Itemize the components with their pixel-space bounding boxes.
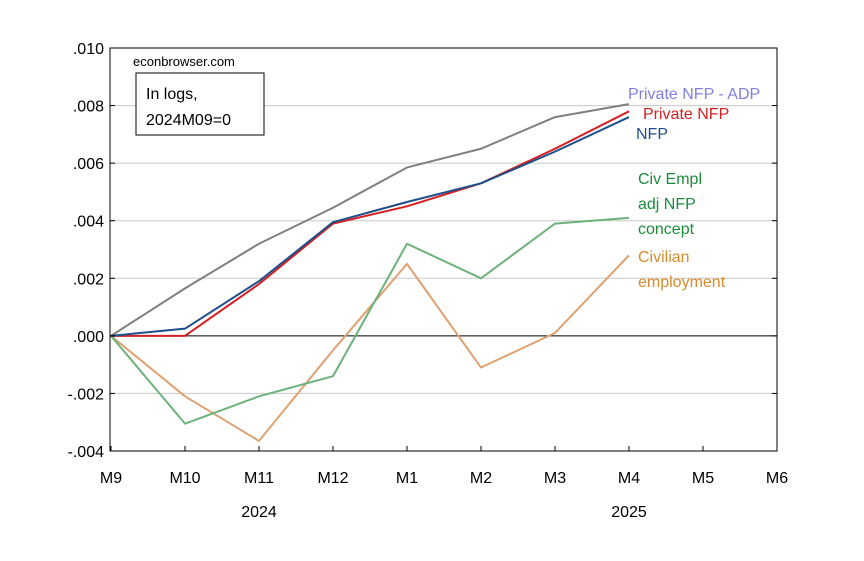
y-tick-label: -.002 <box>68 386 105 403</box>
x-tick-label: M9 <box>100 470 122 487</box>
y-tick-label: .006 <box>73 156 104 173</box>
series-line-2 <box>110 116 630 337</box>
annotation-line-2: 2024M09=0 <box>146 112 231 129</box>
source-note: econbrowser.com <box>133 54 235 69</box>
annotation-line-1: In logs, <box>146 86 198 103</box>
year-label: 2025 <box>611 504 647 521</box>
series-label-0: Private NFP - ADP <box>628 86 760 103</box>
x-tick-label: M5 <box>692 470 714 487</box>
series-label-4: employment <box>638 274 726 291</box>
x-axis: M9 M10 M11 M12 M1 M2 M3 M4 M5 M6 2024 2025 <box>100 446 788 521</box>
x-tick-label: M1 <box>396 470 418 487</box>
y-axis: .010 .008 .006 .004 .002 .000 -.002 -.004 <box>68 41 777 461</box>
series-line-4 <box>110 254 630 442</box>
gridlines <box>110 105 777 394</box>
y-tick-label: .002 <box>73 271 104 288</box>
series-line-0 <box>110 103 630 337</box>
series-label-3: Civ Empl <box>638 171 702 188</box>
annotation-box: In logs, 2024M09=0 <box>135 72 265 136</box>
x-tick-label: M6 <box>766 470 788 487</box>
x-tick-label: M2 <box>470 470 492 487</box>
x-tick-label: M11 <box>244 470 274 487</box>
y-tick-label: -.004 <box>68 444 105 461</box>
x-tick-label: M10 <box>169 470 200 487</box>
plot-frame <box>109 47 778 452</box>
series-line-3 <box>110 216 630 425</box>
series-lines <box>110 103 630 442</box>
x-tick-label: M12 <box>317 470 348 487</box>
y-tick-label: .004 <box>73 214 104 231</box>
series-label-3: adj NFP <box>638 196 696 213</box>
series-label-3: concept <box>638 221 695 238</box>
y-tick-label: .008 <box>73 99 104 116</box>
y-tick-label: .010 <box>73 41 104 58</box>
x-tick-label: M3 <box>544 470 566 487</box>
series-label-1: Private NFP <box>643 106 729 123</box>
x-tick-label: M4 <box>618 470 640 487</box>
y-tick-label: .000 <box>73 329 104 346</box>
year-label: 2024 <box>241 504 277 521</box>
series-label-2: NFP <box>636 126 668 143</box>
series-label-4: Civilian <box>638 249 690 266</box>
series-line-1 <box>111 110 630 337</box>
series-labels: Private NFP - ADP Private NFP NFP Civ Empl a… <box>628 86 760 291</box>
